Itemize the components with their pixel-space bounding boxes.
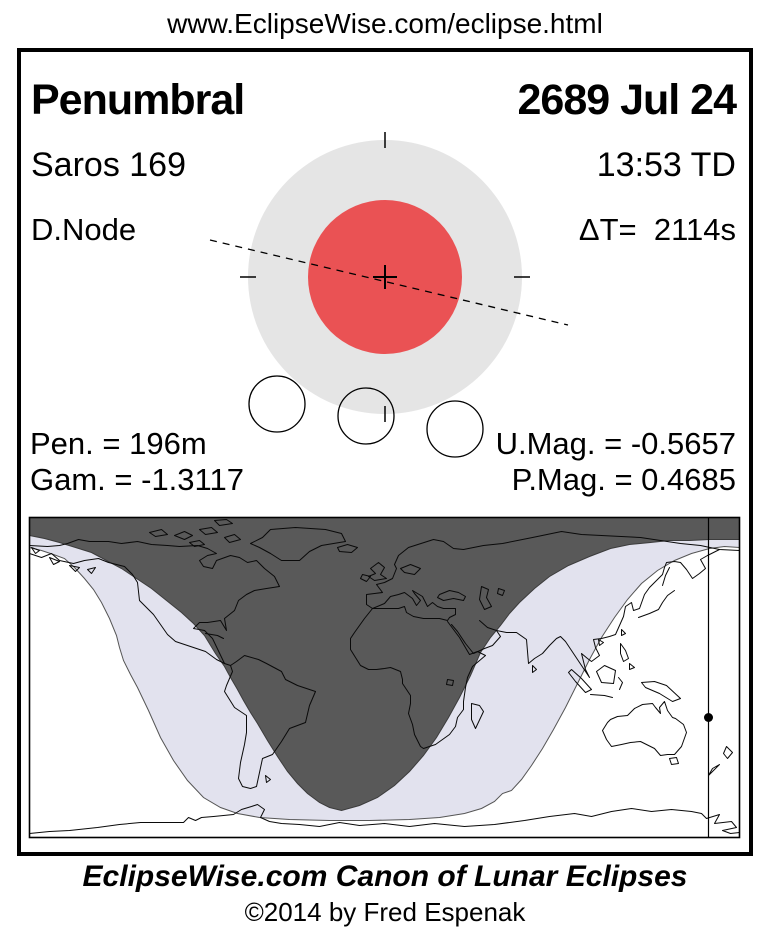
moon-position-circle: [337, 387, 395, 445]
card-border: [17, 48, 753, 856]
delta-t-value: ΔT= 2114s: [578, 212, 736, 247]
footer-title: EclipseWise.com Canon of Lunar Eclipses: [82, 860, 688, 893]
penumbral-magnitude: P.Mag. = 0.4685: [511, 462, 736, 497]
shadow-center-cross: [373, 265, 397, 289]
visibility-map: [28, 516, 741, 839]
penumbral-duration: Pen. = 196m: [30, 426, 207, 461]
umbral-magnitude: U.Mag. = -0.5657: [495, 426, 736, 461]
shadow-geometry-diagram: [209, 132, 569, 458]
map-frame: [28, 516, 741, 839]
cardinal-tick-marks: [240, 132, 530, 422]
gamma-value: Gam. = -1.3117: [30, 462, 244, 497]
moon-position-circle: [426, 400, 484, 458]
eclipse-time: 13:53 TD: [596, 146, 736, 184]
map-not-visible-zone: [29, 517, 740, 811]
ecliptic-dashed-line: [209, 239, 569, 326]
sublunar-point-dot: [704, 713, 713, 722]
map-partial-zone-boundary-line: [29, 545, 740, 821]
saros-label: Saros 169: [31, 146, 186, 184]
site-url: www.EclipseWise.com/eclipse.html: [167, 8, 603, 39]
map-coastlines: [29, 519, 740, 834]
moon-position-circle: [248, 375, 306, 433]
footer-copyright: ©2014 by Fred Espenak: [244, 897, 526, 927]
node-label: D.Node: [31, 212, 137, 247]
map-not-visible-boundary-line: [29, 535, 740, 812]
eclipse-date: 2689 Jul 24: [517, 76, 737, 124]
eclipse-type-label: Penumbral: [31, 76, 245, 124]
